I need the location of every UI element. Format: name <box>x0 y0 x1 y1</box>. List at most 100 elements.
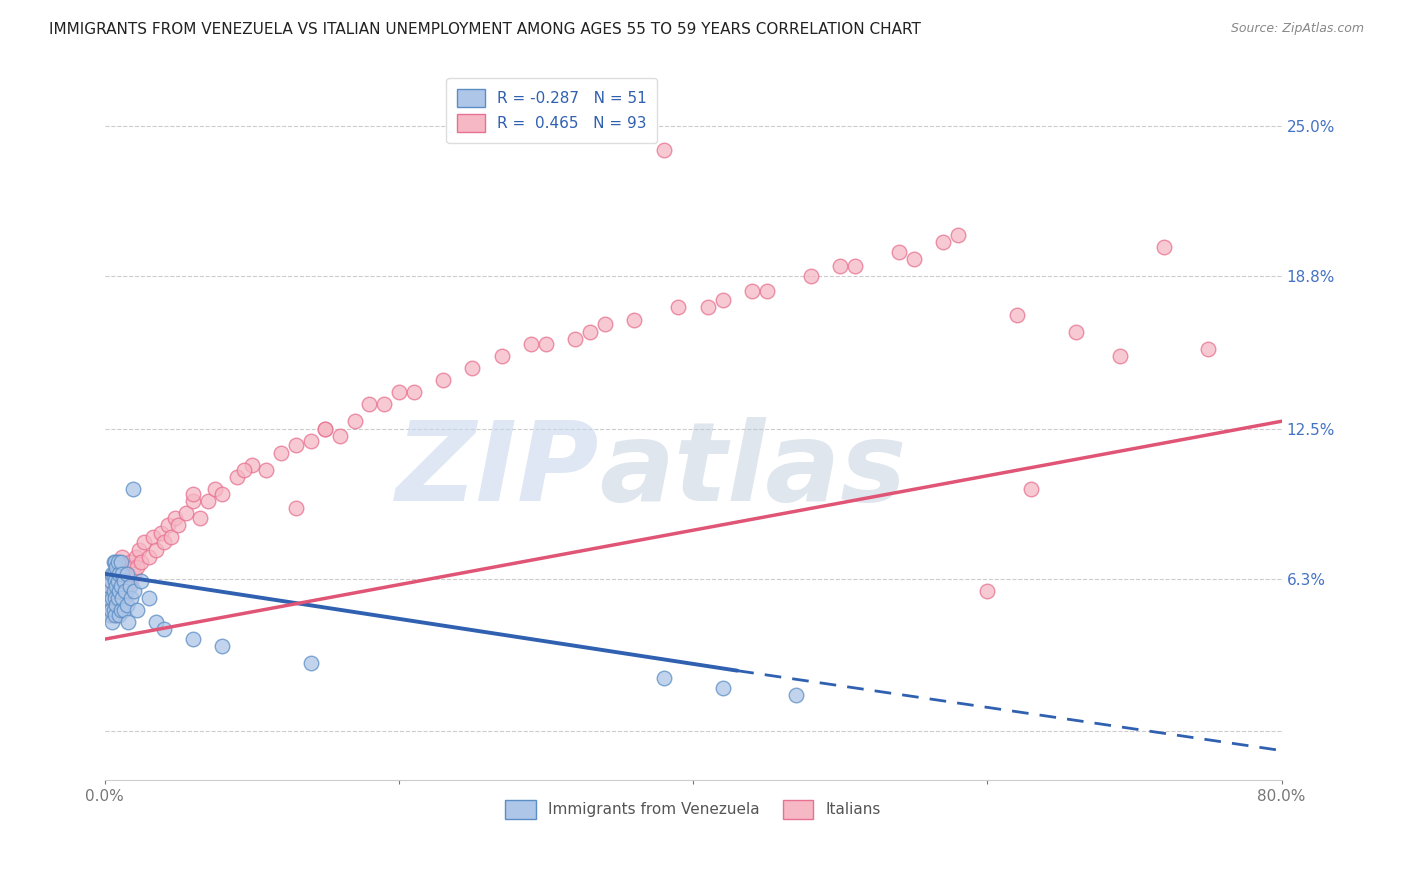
Point <box>107 599 129 613</box>
Point <box>145 615 167 630</box>
Point <box>666 301 689 315</box>
Point <box>103 583 125 598</box>
Point <box>98 591 121 605</box>
Point <box>117 615 139 630</box>
Point <box>104 607 127 622</box>
Point <box>932 235 955 249</box>
Point <box>108 555 131 569</box>
Point <box>188 511 211 525</box>
Point <box>104 591 127 605</box>
Point <box>108 591 131 605</box>
Point <box>108 583 131 598</box>
Point <box>98 607 121 622</box>
Point <box>100 603 122 617</box>
Point <box>564 332 586 346</box>
Point <box>112 591 135 605</box>
Point <box>174 506 197 520</box>
Point <box>976 583 998 598</box>
Point <box>104 574 127 588</box>
Point <box>197 494 219 508</box>
Point <box>167 518 190 533</box>
Point <box>124 549 146 564</box>
Point <box>652 143 675 157</box>
Point <box>1153 240 1175 254</box>
Point <box>111 583 134 598</box>
Point <box>256 463 278 477</box>
Point <box>100 603 122 617</box>
Point <box>534 336 557 351</box>
Point <box>101 591 124 605</box>
Point <box>156 518 179 533</box>
Point <box>785 688 807 702</box>
Point <box>373 397 395 411</box>
Point <box>233 463 256 477</box>
Point <box>118 579 141 593</box>
Point <box>117 566 139 581</box>
Point <box>211 487 233 501</box>
Point <box>110 603 132 617</box>
Point <box>101 579 124 593</box>
Point <box>104 555 127 569</box>
Point <box>110 579 132 593</box>
Point <box>112 574 135 588</box>
Point <box>128 542 150 557</box>
Point <box>121 559 143 574</box>
Point <box>226 470 249 484</box>
Point <box>711 681 734 695</box>
Point <box>111 549 134 564</box>
Point <box>696 301 718 315</box>
Point <box>121 482 143 496</box>
Point <box>110 555 132 569</box>
Point <box>103 603 125 617</box>
Point <box>134 535 156 549</box>
Point <box>1197 342 1219 356</box>
Point <box>120 591 142 605</box>
Point <box>1005 308 1028 322</box>
Text: atlas: atlas <box>599 417 907 524</box>
Point <box>110 566 132 581</box>
Point <box>800 268 823 283</box>
Point <box>149 525 172 540</box>
Point <box>211 640 233 654</box>
Point <box>131 574 153 588</box>
Point <box>103 591 125 605</box>
Point <box>111 591 134 605</box>
Point <box>103 566 125 581</box>
Point <box>402 385 425 400</box>
Point <box>152 623 174 637</box>
Point <box>1108 349 1130 363</box>
Point <box>284 501 307 516</box>
Legend: Immigrants from Venezuela, Italians: Immigrants from Venezuela, Italians <box>499 794 887 824</box>
Point <box>844 260 866 274</box>
Point <box>755 284 778 298</box>
Point <box>270 446 292 460</box>
Point <box>138 549 160 564</box>
Point <box>388 385 411 400</box>
Point <box>97 591 120 605</box>
Point <box>111 566 134 581</box>
Point <box>120 574 142 588</box>
Point <box>314 421 336 435</box>
Point <box>101 607 124 622</box>
Point <box>110 603 132 617</box>
Point <box>104 603 127 617</box>
Point <box>181 632 204 647</box>
Text: ZIP: ZIP <box>395 417 599 524</box>
Point <box>107 591 129 605</box>
Point <box>138 591 160 605</box>
Point <box>204 482 226 496</box>
Point <box>108 607 131 622</box>
Point <box>579 325 602 339</box>
Point <box>100 574 122 588</box>
Point <box>105 607 128 622</box>
Point <box>115 566 138 581</box>
Point <box>105 579 128 593</box>
Point <box>887 244 910 259</box>
Point <box>114 583 136 598</box>
Point <box>652 671 675 685</box>
Point <box>623 312 645 326</box>
Point <box>343 414 366 428</box>
Point <box>181 487 204 501</box>
Point <box>105 566 128 581</box>
Point <box>314 421 336 435</box>
